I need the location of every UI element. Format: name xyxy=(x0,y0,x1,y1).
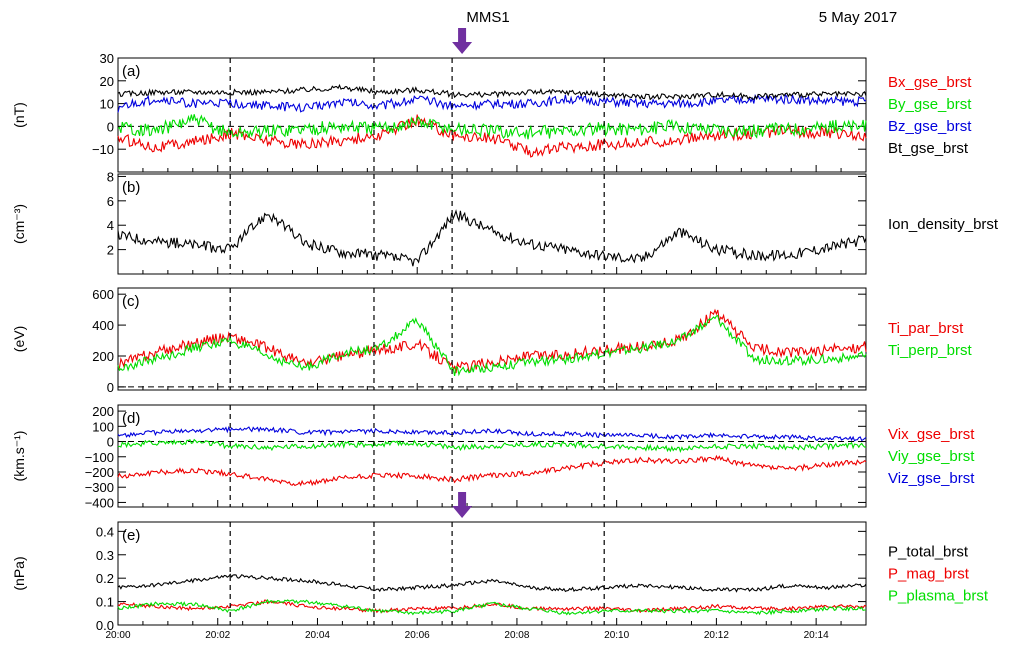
ytick-label: −300 xyxy=(85,480,114,495)
legend-entry: Vix_gse_brst xyxy=(888,426,975,443)
series-line xyxy=(117,209,867,267)
series-line xyxy=(117,114,867,158)
legend-entry: Ti_perp_brst xyxy=(888,342,972,359)
y-axis-label: (nT) xyxy=(11,102,27,128)
panel-frame xyxy=(117,404,867,508)
ytick-label: 0.3 xyxy=(96,548,114,563)
ytick-label: −10 xyxy=(92,142,114,157)
legend-entry: Bz_gse_brst xyxy=(888,118,972,135)
legend-entry: Viy_gse_brst xyxy=(888,448,975,465)
series-line xyxy=(117,438,867,453)
panel-label: (d) xyxy=(122,410,140,427)
ytick-label: 400 xyxy=(92,318,114,333)
legend-entry: Ti_par_brst xyxy=(888,320,964,337)
panel-label: (e) xyxy=(122,527,140,544)
y-axis-label: (eV) xyxy=(11,326,27,352)
series-line xyxy=(117,114,867,141)
legend-entry: Ion_density_brst xyxy=(888,216,999,233)
ytick-label: 6 xyxy=(107,194,114,209)
ytick-label: 0 xyxy=(107,435,114,450)
y-axis-label: (nPa) xyxy=(11,556,27,590)
panels: 3020100−10(nT)(a)Bx_gse_brstBy_gse_brstB… xyxy=(11,28,999,641)
event-arrow-icon xyxy=(452,28,473,54)
y-axis-label: (km.s⁻¹) xyxy=(11,431,27,482)
panel-label: (c) xyxy=(122,293,140,310)
ytick-label: 10 xyxy=(100,97,114,112)
ytick-label: −400 xyxy=(85,495,114,510)
ytick-label: 0 xyxy=(107,119,114,134)
series-line xyxy=(117,599,867,614)
legend-entry: P_total_brst xyxy=(888,544,969,561)
series-line xyxy=(117,598,866,616)
ytick-label: 20 xyxy=(100,74,114,89)
legend-entry: Bt_gse_brst xyxy=(888,140,969,157)
ytick-label: 8 xyxy=(107,169,114,184)
ytick-label: 0.2 xyxy=(96,571,114,586)
ytick-label: 200 xyxy=(92,404,114,419)
ytick-label: 0 xyxy=(107,380,114,395)
ytick-label: 600 xyxy=(92,287,114,302)
series-line xyxy=(117,573,867,593)
ytick-label: −200 xyxy=(85,465,114,480)
panel-label: (a) xyxy=(122,63,140,80)
ytick-label: 4 xyxy=(107,218,114,233)
ytick-label: 30 xyxy=(100,51,114,66)
xtick-label: 20:10 xyxy=(604,630,629,641)
legend-entry: P_mag_brst xyxy=(888,566,970,583)
series-line xyxy=(117,83,867,101)
ytick-label: 0.0 xyxy=(96,618,114,633)
series-line xyxy=(117,308,867,374)
y-axis-label: (cm⁻³) xyxy=(11,204,27,244)
event-arrow-icon xyxy=(452,492,473,518)
ytick-label: 2 xyxy=(107,243,114,258)
xtick-label: 20:12 xyxy=(704,630,729,641)
series-line xyxy=(117,93,867,113)
xtick-label: 20:04 xyxy=(305,630,330,641)
legend-entry: Viz_gse_brst xyxy=(888,470,975,487)
legend-entry: By_gse_brst xyxy=(888,96,972,113)
ytick-label: 0.4 xyxy=(96,524,114,539)
spacecraft-title: MMS1 xyxy=(466,9,509,26)
xtick-label: 20:14 xyxy=(804,630,829,641)
series-line xyxy=(117,314,867,377)
legend-entry: Bx_gse_brst xyxy=(888,74,972,91)
series-line xyxy=(117,425,867,442)
legend-entry: P_plasma_brst xyxy=(888,588,989,605)
xtick-label: 20:02 xyxy=(205,630,230,641)
date-title: 5 May 2017 xyxy=(819,9,897,26)
ytick-label: 200 xyxy=(92,349,114,364)
xtick-label: 20:00 xyxy=(105,630,130,641)
series-line xyxy=(117,454,867,487)
xtick-label: 20:06 xyxy=(405,630,430,641)
ytick-label: 0.1 xyxy=(96,595,114,610)
xtick-label: 20:08 xyxy=(504,630,529,641)
ytick-label: −100 xyxy=(85,450,114,465)
ytick-label: 100 xyxy=(92,419,114,434)
panel-label: (b) xyxy=(122,179,140,196)
